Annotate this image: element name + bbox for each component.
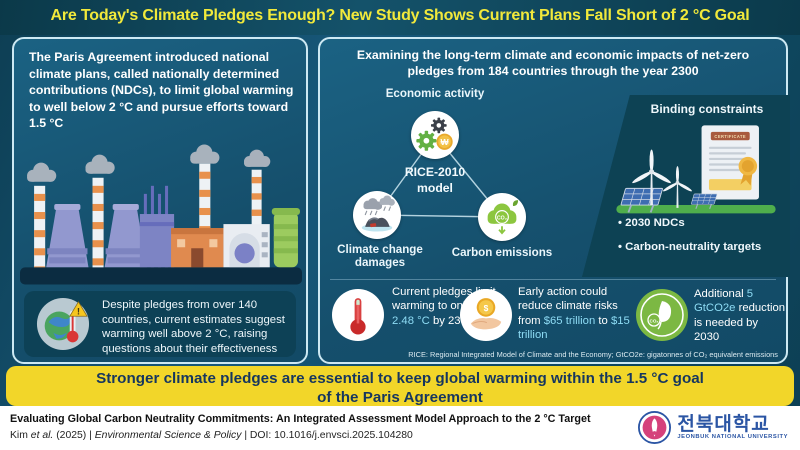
svg-text:CO₂: CO₂	[650, 319, 659, 324]
university-logo: 전북대학교 JEONBUK NATIONAL UNIVERSITY	[638, 411, 788, 444]
left-panel: The Paris Agreement introduced national …	[12, 37, 308, 364]
study-scope-text: Examining the long-term climate and econ…	[356, 48, 750, 78]
university-emblem-icon	[638, 411, 672, 444]
svg-text:$: $	[484, 303, 489, 313]
earth-warning-icon: !	[36, 297, 90, 351]
rice-model-line2: model	[417, 180, 453, 195]
main-title: Are Today's Climate Pledges Enough? New …	[50, 7, 750, 24]
warning-text: Despite pledges from over 140 countries,…	[102, 299, 285, 355]
bullet-2030-ndcs: • 2030 NDCs	[618, 217, 685, 229]
stat-early-action: Early action could reduce climate risks …	[518, 285, 642, 343]
stat2-pre: Early action could reduce climate risks …	[518, 286, 618, 327]
paris-agreement-text: The Paris Agreement introduced national …	[29, 50, 294, 131]
svg-text:CO₂: CO₂	[497, 216, 508, 222]
stat-additional-reduction: Additional 5 GtCO2e reduction is needed …	[694, 287, 786, 345]
right-panel: Examining the long-term climate and econ…	[318, 37, 790, 364]
citation-year: (2025) |	[53, 430, 95, 441]
footer: Evaluating Global Carbon Neutrality Comm…	[0, 406, 800, 450]
divider	[330, 279, 776, 280]
binding-constraints-title: Binding constraints	[650, 102, 764, 116]
svg-text:CERTIFICATE: CERTIFICATE	[714, 134, 746, 139]
stat3-pre: Additional	[694, 288, 747, 300]
renewables-certificate-illustration: CERTIFICATE	[616, 125, 776, 214]
stat1-value: 2.48 °C	[392, 314, 430, 327]
climate-damages-label: Climate change damages	[337, 243, 423, 270]
stat-coin-hand-icon: $	[460, 289, 512, 341]
stat2-value2: $15 trillion	[518, 314, 630, 342]
svg-text:!: !	[77, 306, 80, 317]
svg-text:₩: ₩	[441, 137, 450, 147]
title-bar: Are Today's Climate Pledges Enough? New …	[0, 0, 800, 35]
university-logo-text: 전북대학교 JEONBUK NATIONAL UNIVERSITY	[677, 413, 788, 441]
carbon-emissions-icon: CO₂	[478, 193, 526, 241]
citation-authors: Kim	[10, 430, 31, 441]
citation: Kim et al. (2025) | Environmental Scienc…	[10, 430, 413, 441]
citation-journal: Environmental Science & Policy	[94, 430, 242, 441]
stat3-value: 5 GtCO2e	[694, 288, 754, 315]
footnote: RICE: Regional Integrated Model of Clima…	[408, 350, 778, 359]
university-name-english: JEONBUK NATIONAL UNIVERSITY	[677, 434, 788, 441]
conclusion-banner: Stronger climate pledges are essential t…	[6, 366, 794, 406]
carbon-emissions-label: Carbon emissions	[451, 246, 553, 259]
stat2-value: $65 trillion	[543, 314, 596, 327]
stat3-mid: reduction is needed by 2030	[694, 302, 786, 344]
conclusion-line1: Stronger climate pledges are essential t…	[96, 370, 704, 387]
economic-activity-label: Economic activity	[385, 87, 485, 100]
warning-box: ! Despite pledges from over 140 countrie…	[24, 291, 296, 357]
university-name-korean: 전북대학교	[677, 413, 770, 435]
climate-damages-icon	[353, 191, 401, 239]
stat-co2-leaf-icon: CO₂	[636, 289, 688, 341]
bullet-carbon-neutrality: • Carbon-neutrality targets	[618, 241, 762, 253]
rice-model-label: RICE-2010 model	[375, 165, 495, 197]
citation-doi: | DOI: 10.1016/j.envsci.2025.104280	[241, 430, 413, 441]
conclusion-line2: of the Paris Agreement	[317, 389, 483, 406]
factory-illustration	[20, 144, 302, 285]
economic-activity-icon: ₩	[411, 111, 459, 159]
rice-model-line1: RICE-2010	[404, 165, 466, 179]
citation-etal: et al.	[30, 430, 54, 441]
paper-title: Evaluating Global Carbon Neutrality Comm…	[10, 413, 591, 425]
stat2-mid: to	[595, 314, 611, 327]
stat-thermometer-icon	[332, 289, 384, 341]
